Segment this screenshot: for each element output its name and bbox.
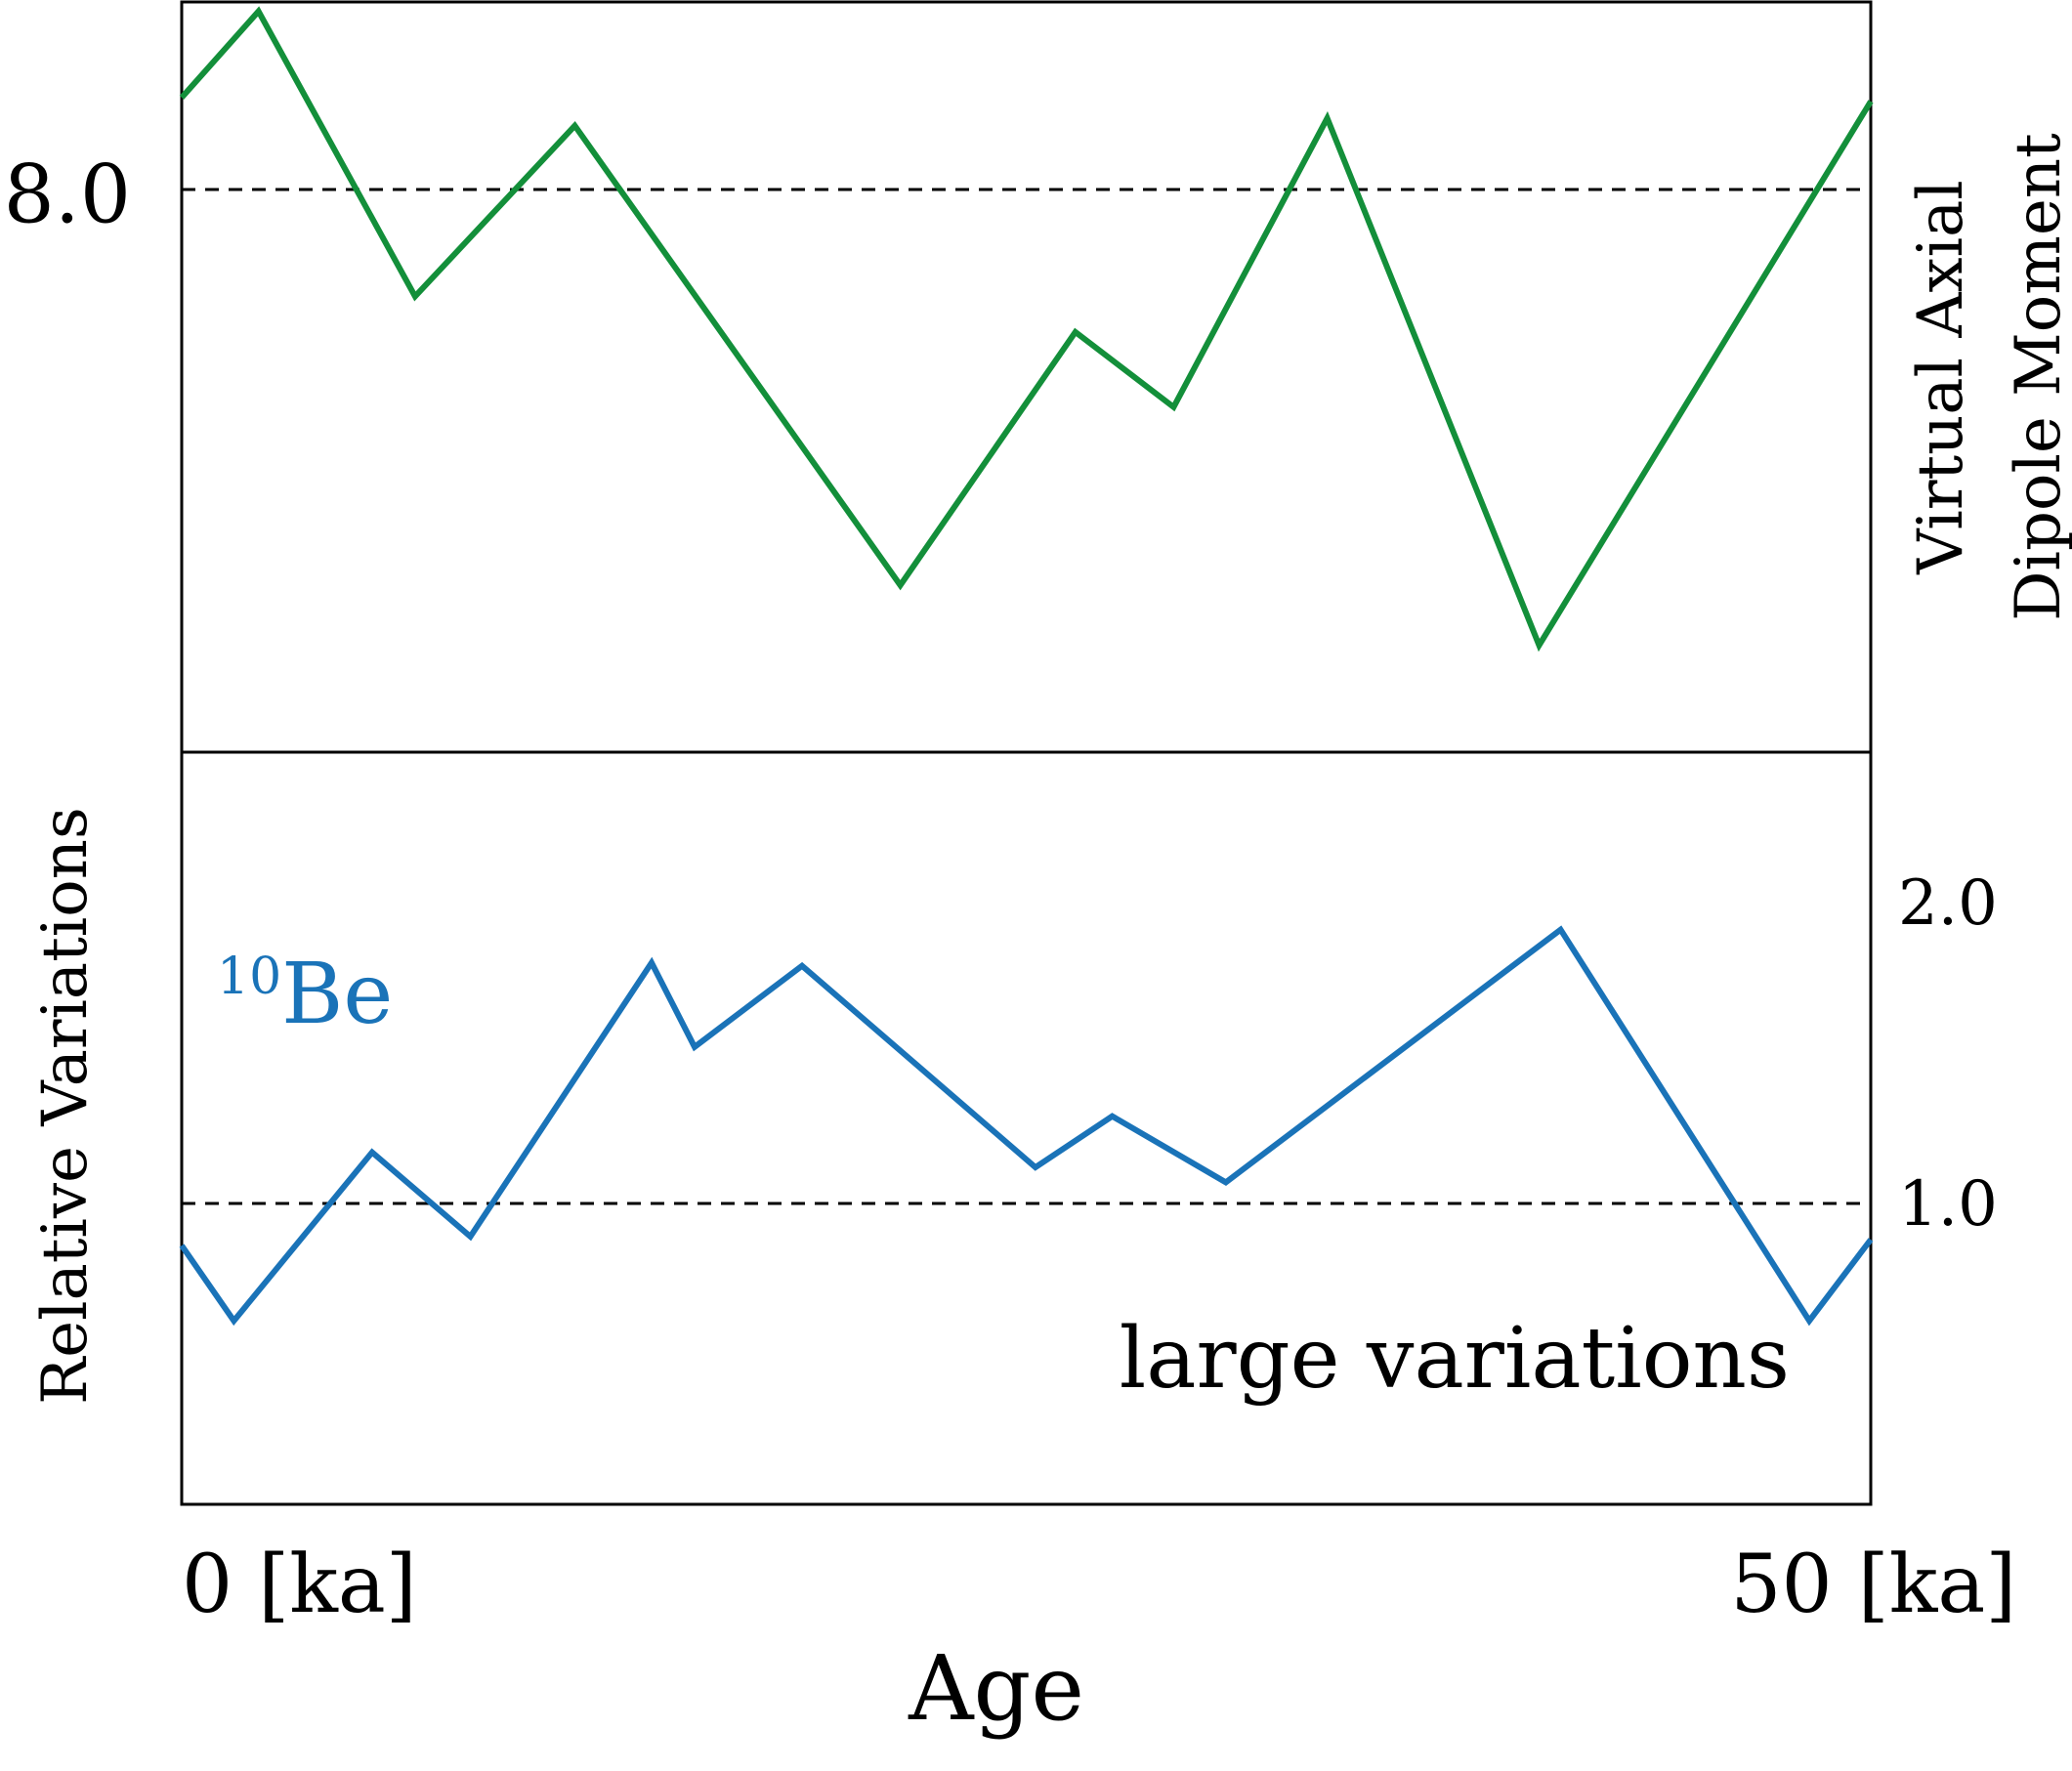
top-right-ylabel-2: Dipole Moment bbox=[2003, 133, 2072, 621]
bottom-panel-frame bbox=[180, 750, 1873, 1506]
be10-text: Be bbox=[281, 946, 393, 1043]
bottom-y-ticks: 1.0 2.0 bbox=[1898, 867, 1998, 1241]
top-panel-frame bbox=[180, 0, 1873, 754]
dipole-moment-series-line bbox=[179, 6, 1874, 653]
x-ticks: 0 [ka] 50 [ka] bbox=[182, 1539, 2016, 1631]
x-tick-0: 0 [ka] bbox=[182, 1539, 417, 1631]
x-axis-label: Age bbox=[908, 1636, 1084, 1741]
be10-series-line bbox=[179, 925, 1874, 1327]
x-tick-50: 50 [ka] bbox=[1730, 1539, 2016, 1631]
top-panel: 8.0 Virtual Axial Dipole Moment bbox=[4, 0, 2072, 754]
bottom-y-tick-1.0: 1.0 bbox=[1898, 1168, 1998, 1241]
bottom-left-ylabel: Relative Variations bbox=[29, 807, 102, 1405]
top-y-tick-8.0: 8.0 bbox=[4, 149, 131, 242]
bottom-y-tick-2.0: 2.0 bbox=[1898, 867, 1998, 940]
be10-annotation: 10Be bbox=[217, 946, 393, 1043]
bottom-panel: 1.0 2.0 Relative Variations 10Be large va… bbox=[29, 750, 1998, 1506]
large-variations-annotation: large variations bbox=[1120, 1310, 1790, 1408]
be10-superscript: 10 bbox=[217, 948, 281, 1006]
ylabel-line-2: Dipole Moment bbox=[2003, 133, 2072, 621]
ylabel-line-1: Virtual Axial bbox=[1905, 180, 1977, 574]
top-right-ylabel: Virtual Axial bbox=[1905, 180, 1977, 574]
relative-variations-label: Relative Variations bbox=[29, 807, 102, 1405]
